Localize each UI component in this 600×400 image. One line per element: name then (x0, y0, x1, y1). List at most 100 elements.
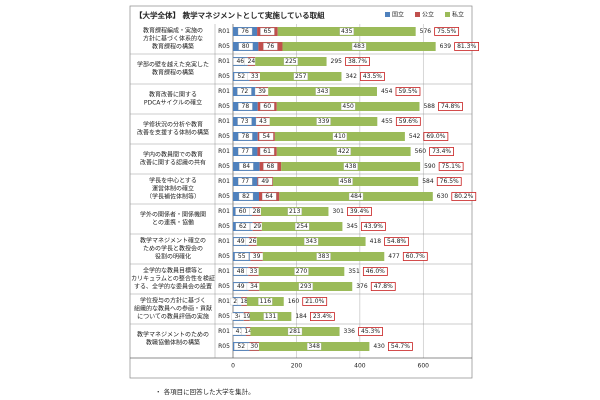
data-label: 339 (318, 118, 330, 125)
rate-box (395, 87, 421, 96)
data-label-bg (259, 132, 274, 141)
data-label: 34 (250, 283, 258, 290)
data-label: 73 (241, 118, 249, 125)
data-label: 52 (237, 73, 245, 80)
legend-label: 国立 (392, 11, 404, 19)
data-label-bg (262, 192, 277, 201)
data-label: 60 (263, 103, 271, 110)
rate-box (454, 42, 480, 51)
group-label: 改善を支援する体制の構築 (137, 129, 209, 137)
group-label: 学部の壁を越えた充実した (137, 61, 209, 69)
data-label: 213 (289, 208, 301, 215)
rate-label: 45.3% (361, 328, 380, 335)
rate-label: 80.2% (454, 193, 473, 200)
total-label: 345 (346, 223, 358, 230)
data-label: 61 (263, 148, 271, 155)
category-label: R01 (218, 148, 230, 155)
group-label: 改善に関する認識の共有 (140, 159, 206, 167)
rate-box (438, 162, 464, 171)
data-label: 62 (239, 223, 247, 230)
total-label: 301 (332, 208, 344, 215)
data-label: 72 (241, 88, 249, 95)
group-label: （学長補佐体制等） (146, 193, 200, 201)
total-label: 184 (295, 313, 307, 320)
data-label-bg (332, 132, 348, 141)
data-label-bg (259, 147, 275, 156)
data-label: 64 (265, 193, 273, 200)
category-label: R05 (218, 73, 230, 80)
legend-label: 私立 (452, 11, 464, 19)
data-label: 19 (243, 313, 251, 320)
group-label: 教育課程の構築 (152, 69, 194, 77)
total-label: 295 (331, 58, 343, 65)
rate-label: 73.4% (432, 148, 451, 155)
data-label: 84 (242, 163, 250, 170)
rate-box (451, 192, 477, 201)
rate-box (395, 117, 421, 126)
total-label: 430 (373, 343, 385, 350)
data-label-bg (294, 267, 309, 276)
data-label-bg (258, 177, 273, 186)
total-label: 477 (388, 253, 400, 260)
legend-swatch (385, 12, 390, 17)
data-label-bg (348, 192, 364, 201)
x-tick-label: 400 (354, 363, 366, 370)
data-label-bg (298, 282, 313, 291)
category-label: R01 (218, 58, 230, 65)
total-label: 639 (440, 43, 452, 50)
total-label: 590 (424, 163, 436, 170)
data-label-bg (238, 102, 253, 111)
data-label: 18 (240, 298, 248, 305)
data-label: 293 (300, 283, 312, 290)
rate-box (310, 312, 335, 321)
data-label-bg (258, 297, 273, 306)
total-label: 336 (344, 328, 356, 335)
group-label: 組織的な教員への参画・貢献 (134, 305, 212, 313)
data-label-bg (263, 162, 278, 171)
group-label: 方針に基づく体系的な (143, 35, 203, 43)
group-label: についての教員評価の実施 (137, 313, 209, 321)
data-label-bg (293, 72, 308, 81)
group-label: 学修状況の分析や教育 (143, 121, 203, 129)
group-label: 学外の関係者・関係機関 (140, 211, 206, 219)
category-label: R05 (218, 313, 230, 320)
rate-box (434, 27, 460, 36)
data-label-bg (238, 132, 253, 141)
rate-label: 76.5% (440, 178, 459, 185)
data-label: 60 (239, 208, 247, 215)
rate-box (360, 72, 385, 81)
data-label: 270 (296, 268, 308, 275)
data-label: 41 (236, 328, 244, 335)
data-label: 52 (237, 343, 245, 350)
group-label: 教育改善に関する (149, 91, 197, 99)
rate-box (423, 132, 449, 141)
data-label-bg (238, 177, 253, 186)
rate-label: 47.8% (374, 283, 393, 290)
rate-label: 46.0% (366, 268, 385, 275)
total-label: 160 (288, 298, 300, 305)
data-label-bg (237, 87, 252, 96)
group-label: 教職協働体制の構築 (146, 339, 200, 347)
data-label: 46 (236, 58, 244, 65)
data-label: 55 (238, 253, 246, 260)
data-label-bg (238, 42, 253, 51)
data-label-bg (304, 237, 319, 246)
rate-box (384, 237, 409, 246)
data-label: 33 (251, 73, 259, 80)
data-label-bg (315, 87, 330, 96)
data-label-bg (316, 252, 331, 261)
total-label: 630 (437, 193, 449, 200)
rate-box (436, 177, 462, 186)
data-label: 343 (317, 88, 329, 95)
category-label: R01 (218, 268, 230, 275)
data-label: 131 (265, 313, 277, 320)
rate-label: 59.6% (399, 118, 418, 125)
rate-box (402, 252, 428, 261)
category-label: R05 (218, 163, 230, 170)
data-label: 48 (237, 268, 245, 275)
data-label: 438 (345, 163, 357, 170)
data-label: 383 (318, 253, 330, 260)
category-label: R05 (218, 103, 230, 110)
data-label: 410 (334, 133, 346, 140)
